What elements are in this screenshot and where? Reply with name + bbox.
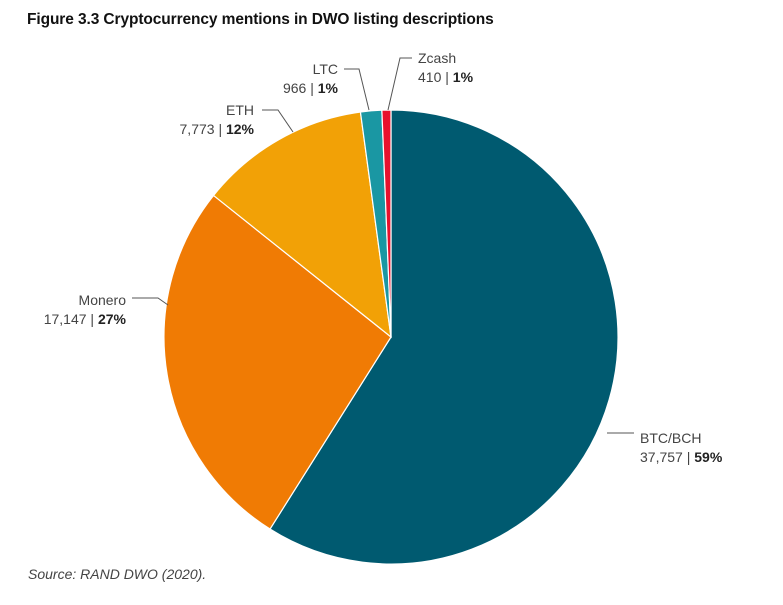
slice-label-name-eth: ETH (226, 102, 254, 118)
figure-title: Figure 3.3 Cryptocurrency mentions in DW… (27, 11, 494, 28)
leader-line-eth (262, 109, 294, 133)
leader-line-zcash (387, 57, 412, 111)
slice-label-percent-eth: 12% (226, 121, 255, 137)
pie-slice-zcash (381, 109, 392, 338)
slice-label-percent-btc-bch: 59% (694, 449, 723, 465)
slice-label-value-btc-bch: 37,757 | 59% (640, 449, 723, 465)
pie-slice-btc-bch (269, 109, 619, 565)
pie-slice-eth (212, 111, 392, 339)
leader-line-ltc (344, 68, 370, 111)
pie-labels: BTC/BCH 37,757 | 59% Monero 17,147 | 27% ETH… (44, 50, 723, 465)
pie-slices (163, 109, 619, 565)
slice-label-name-monero: Monero (79, 292, 127, 308)
source-note: Source: RAND DWO (2020). (28, 566, 207, 582)
slice-label-name-ltc: LTC (313, 61, 338, 77)
slice-label-name-zcash: Zcash (418, 50, 456, 66)
pie-slice-monero (163, 194, 392, 530)
slice-label-percent-monero: 27% (98, 311, 127, 327)
slice-label-value-monero: 17,147 | 27% (44, 311, 127, 327)
slice-label-percent-ltc: 1% (318, 80, 339, 96)
leader-line-monero (132, 297, 169, 306)
slice-label-name-btc-bch: BTC/BCH (640, 430, 701, 446)
slice-label-value-ltc: 966 | 1% (283, 80, 339, 96)
slice-label-value-eth: 7,773 | 12% (180, 121, 255, 137)
slice-label-value-zcash: 410 | 1% (418, 69, 474, 85)
slice-label-percent-zcash: 1% (453, 69, 474, 85)
